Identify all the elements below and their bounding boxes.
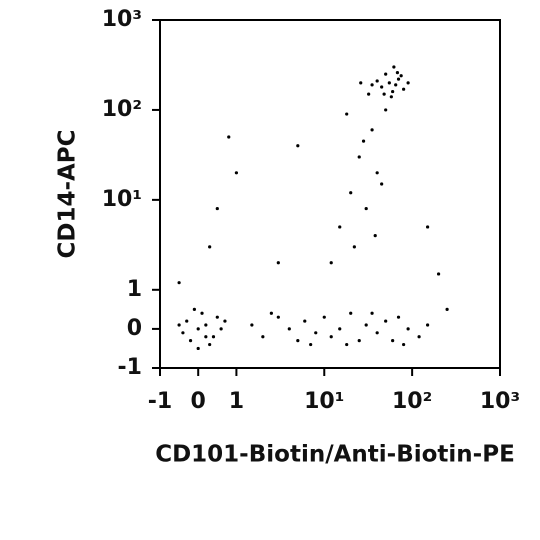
- event-dot: [188, 339, 193, 343]
- y-tick-label: 0: [127, 316, 142, 341]
- event-dot: [215, 315, 219, 319]
- plot-frame: [159, 19, 501, 369]
- y-tick-label: 10²: [102, 97, 142, 122]
- event-dot: [177, 323, 181, 327]
- y-tick-label: 10¹: [102, 187, 142, 212]
- event-dot: [359, 81, 363, 85]
- y-axis-title: CD14-APC: [55, 129, 81, 258]
- y-tick-label: -1: [118, 355, 142, 380]
- event-dot: [396, 315, 401, 319]
- event-dot: [436, 272, 441, 276]
- event-dot: [391, 89, 395, 94]
- event-dot: [394, 83, 398, 87]
- x-tick-label: 10³: [480, 389, 520, 414]
- event-dot: [303, 319, 307, 323]
- event-dot: [392, 65, 396, 69]
- x-tick-label: -1: [148, 389, 172, 414]
- event-dot: [223, 319, 227, 323]
- event-dot: [276, 315, 280, 319]
- event-dot: [227, 135, 231, 139]
- event-dot: [314, 331, 318, 335]
- event-dot: [387, 81, 391, 85]
- event-dot: [219, 327, 223, 331]
- event-dot: [389, 95, 393, 99]
- event-dot: [373, 234, 377, 238]
- event-dot: [276, 261, 280, 265]
- y-tick-label: 1: [127, 277, 142, 302]
- event-dot: [196, 346, 200, 351]
- event-dot: [215, 206, 219, 211]
- x-tick-label: 0: [191, 389, 206, 414]
- event-dot: [370, 311, 374, 315]
- event-dot: [329, 335, 333, 339]
- event-dot: [204, 335, 208, 339]
- event-dot: [269, 311, 273, 315]
- event-dot: [395, 71, 400, 75]
- event-dot: [261, 335, 265, 339]
- event-dot: [375, 331, 379, 335]
- event-dot: [406, 327, 410, 331]
- event-dot: [417, 335, 421, 339]
- event-dot: [287, 327, 291, 331]
- event-dot: [338, 225, 342, 229]
- event-dot: [204, 323, 208, 327]
- event-dot: [181, 331, 185, 335]
- event-dot: [364, 206, 368, 211]
- event-dot: [208, 342, 212, 347]
- event-dot: [375, 79, 379, 83]
- event-dot: [208, 245, 212, 249]
- event-dot: [296, 144, 300, 148]
- event-dot: [399, 74, 403, 78]
- event-dot: [426, 323, 430, 327]
- event-dot: [200, 311, 204, 315]
- event-dot: [177, 281, 181, 285]
- event-dot: [322, 315, 326, 319]
- event-dot: [364, 323, 368, 327]
- event-dot: [384, 319, 388, 323]
- event-dot: [349, 191, 353, 195]
- event-dot: [192, 307, 196, 311]
- x-tick-label: 10²: [392, 389, 432, 414]
- event-dot: [382, 92, 386, 96]
- event-dot: [426, 225, 430, 229]
- event-dot: [296, 339, 300, 343]
- event-dot: [384, 108, 388, 112]
- x-axis-title: CD101-Biotin/Anti-Biotin-PE: [155, 442, 515, 468]
- x-tick-label: 10¹: [304, 389, 344, 414]
- event-dot: [357, 155, 361, 159]
- y-tick-label: 10³: [102, 7, 142, 32]
- event-dot: [402, 342, 406, 347]
- event-dot: [309, 342, 313, 347]
- event-dot: [352, 245, 356, 249]
- event-dot: [370, 83, 374, 87]
- event-dot: [357, 339, 361, 343]
- event-dot: [406, 81, 410, 85]
- event-dot: [349, 311, 353, 315]
- x-tick-label: 1: [229, 389, 244, 414]
- event-dot: [384, 72, 388, 76]
- event-dot: [250, 323, 254, 327]
- event-dot: [402, 87, 406, 91]
- event-dot: [211, 335, 216, 339]
- event-dot: [370, 128, 374, 132]
- event-dot: [196, 327, 200, 331]
- event-dot: [361, 139, 366, 143]
- event-dot: [234, 171, 239, 175]
- event-dot: [445, 307, 449, 311]
- event-dot: [329, 261, 333, 265]
- event-dot: [396, 77, 401, 81]
- event-dot: [391, 339, 395, 343]
- event-dot: [380, 182, 384, 186]
- event-dot: [380, 85, 384, 89]
- event-dot: [375, 171, 379, 175]
- event-dot: [345, 342, 349, 347]
- event-dot: [338, 327, 342, 331]
- event-dot: [367, 92, 371, 96]
- event-dot: [185, 319, 189, 323]
- event-dot: [345, 112, 349, 116]
